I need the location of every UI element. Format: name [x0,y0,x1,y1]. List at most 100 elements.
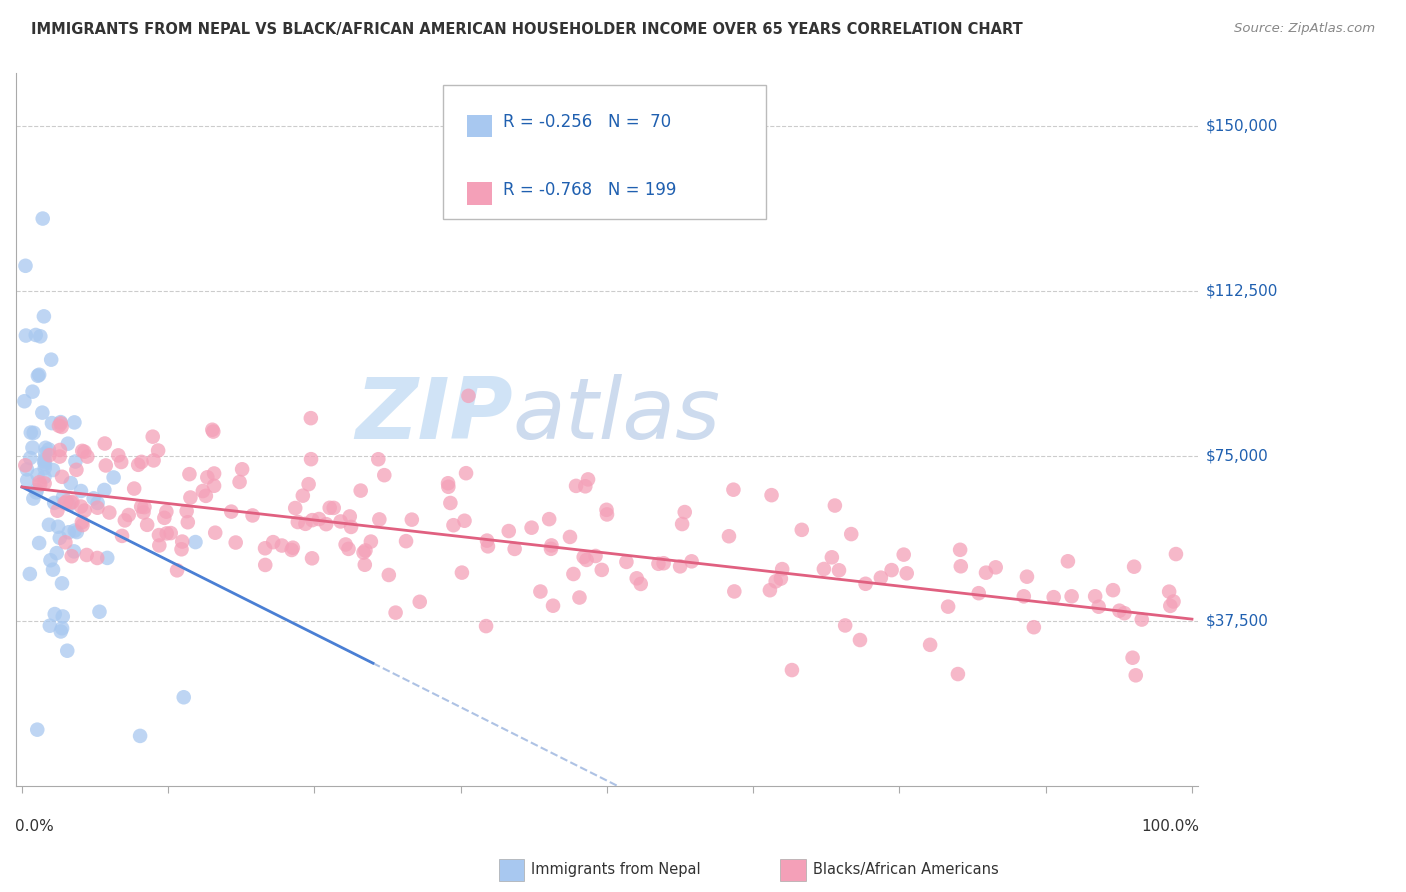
Point [32,310,55,324]
Point [51,576,73,591]
Point [949,559,972,574]
Point [70,483,93,498]
Point [299,452,322,467]
Text: $112,500: $112,500 [1206,284,1278,299]
Point [45,546,67,560]
Point [51,470,73,484]
Point [134,500,156,515]
Point [179,467,201,482]
Point [14,458,37,473]
Point [60,495,83,509]
Point [49,624,72,639]
Point [204,525,226,540]
Point [48,450,70,464]
Point [301,551,323,566]
Point [28,475,51,490]
Point [159,526,181,541]
Point [1042,590,1064,604]
Point [132,505,155,519]
Point [671,516,693,531]
Point [66,524,89,539]
Point [368,512,391,526]
Point [367,452,389,467]
Point [575,553,598,567]
Point [443,518,465,533]
Point [616,555,638,569]
Point [73,503,96,517]
Point [1102,583,1125,598]
Point [30,329,52,343]
Point [228,475,250,489]
Point [984,560,1007,574]
Point [155,505,177,519]
Point [38,442,60,457]
Point [626,571,648,585]
Point [529,584,551,599]
Point [70,500,93,514]
Point [315,517,337,532]
Point [1122,650,1144,665]
Point [202,425,225,439]
Point [44,607,66,621]
Point [59,476,82,491]
Point [652,556,675,570]
Point [58,498,80,512]
Point [574,479,596,493]
Point [62,495,84,509]
Point [949,542,972,557]
Point [322,500,344,515]
Point [565,479,588,493]
Point [540,541,562,556]
Point [15,473,38,487]
Point [14,259,37,273]
Point [46,504,69,518]
Point [270,539,292,553]
Point [38,448,60,462]
Point [21,441,44,455]
Point [56,436,79,450]
Point [576,472,599,486]
Point [15,462,38,476]
Text: $150,000: $150,000 [1206,119,1278,133]
Point [1114,606,1136,620]
Point [946,667,969,681]
Point [395,534,418,549]
Point [225,535,247,549]
Point [28,368,51,382]
Point [142,430,165,444]
Point [136,517,159,532]
Point [72,518,94,533]
Point [177,515,200,529]
Point [717,529,740,543]
Point [281,541,304,555]
Point [647,557,669,571]
Point [297,477,319,491]
Point [329,515,352,529]
Point [55,535,77,549]
Point [166,563,188,577]
Point [1125,668,1147,682]
Point [562,567,585,582]
Text: 100.0%: 100.0% [1142,819,1199,834]
Point [39,553,62,567]
Point [49,442,72,457]
Point [63,544,86,558]
Point [457,389,479,403]
Point [34,476,56,491]
Text: $37,500: $37,500 [1206,614,1270,629]
Point [52,609,75,624]
Point [53,496,76,510]
Point [451,566,474,580]
Point [568,591,591,605]
Point [1159,599,1181,613]
Point [893,548,915,562]
Point [25,483,48,497]
Point [96,550,118,565]
Point [49,415,72,429]
Point [63,524,86,538]
Point [974,566,997,580]
Point [49,417,72,431]
Point [76,450,98,464]
Point [849,633,872,648]
Point [34,470,56,484]
